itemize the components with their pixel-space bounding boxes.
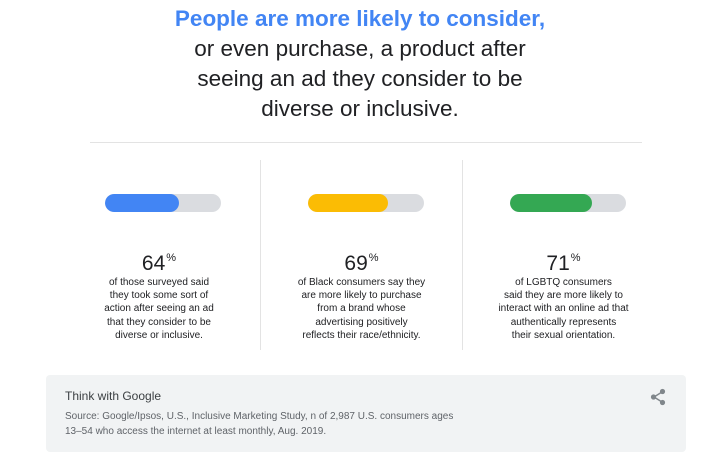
stat-description-line: are more likely to purchase bbox=[301, 290, 422, 302]
source-line: Source: Google/Ipsos, U.S., Inclusive Ma… bbox=[65, 411, 454, 422]
stat-percentage: 69% bbox=[261, 246, 462, 276]
stat-description-line: action after seeing an ad bbox=[104, 303, 214, 315]
stat-description-line: of Black consumers say they bbox=[297, 277, 426, 288]
progress-bar bbox=[510, 194, 626, 212]
stat-value: 69 bbox=[344, 252, 368, 275]
stat-description-line: they took some sort of bbox=[109, 290, 209, 302]
stat-value: 71 bbox=[546, 252, 570, 275]
stat-description-line: of those surveyed said bbox=[108, 277, 210, 288]
headline-line: seeing an ad they consider to be bbox=[197, 66, 523, 91]
stats-row: 64% of those surveyed said they took som… bbox=[58, 160, 664, 350]
stat-description: of those surveyed said they took some so… bbox=[58, 276, 260, 342]
stat-description-line: interact with an online ad that bbox=[498, 303, 629, 315]
stat-card: 64% of those surveyed said they took som… bbox=[58, 160, 260, 350]
stat-description: of Black consumers say they are more lik… bbox=[261, 276, 462, 342]
progress-bar-fill bbox=[308, 194, 389, 212]
stat-unit: % bbox=[368, 252, 379, 264]
headline-line: or even purchase, a product after bbox=[194, 36, 526, 61]
stat-value: 64 bbox=[141, 252, 166, 275]
stat-percentage: 64% bbox=[58, 246, 260, 276]
brand-name: Think with Google bbox=[65, 389, 162, 403]
progress-bar-fill bbox=[105, 194, 180, 212]
headline-highlight: People are more likely to consider, bbox=[174, 6, 546, 31]
stat-unit: % bbox=[166, 252, 177, 264]
stat-card: 69% of Black consumers say they are more… bbox=[260, 160, 462, 350]
stat-description-line: said they are more likely to bbox=[504, 290, 623, 302]
stat-description-line: that they consider to be bbox=[107, 316, 211, 328]
stat-description-line: from a brand whose bbox=[317, 303, 406, 315]
stat-description-line: diverse or inclusive. bbox=[115, 329, 203, 341]
stat-description-line: advertising positively bbox=[315, 316, 408, 328]
source-line: 13–54 who access the internet at least m… bbox=[65, 426, 327, 437]
share-icon bbox=[650, 388, 666, 406]
stat-description: of LGBTQ consumers said they are more li… bbox=[463, 276, 664, 342]
headline: People are more likely to consider, or e… bbox=[0, 4, 720, 124]
stat-description-line: reflects their race/ethnicity. bbox=[302, 329, 421, 341]
stat-description-line: of LGBTQ consumers bbox=[515, 277, 612, 288]
source-citation: Source: Google/Ipsos, U.S., Inclusive Ma… bbox=[65, 409, 535, 439]
stat-unit: % bbox=[570, 252, 581, 264]
headline-line: diverse or inclusive. bbox=[261, 96, 459, 121]
stat-description-line: their sexual orientation. bbox=[511, 329, 616, 341]
stat-card: 71% of LGBTQ consumers said they are mor… bbox=[462, 160, 664, 350]
share-button[interactable] bbox=[648, 387, 668, 407]
source-footer: Think with Google Source: Google/Ipsos, … bbox=[46, 375, 686, 452]
stat-percentage: 71% bbox=[463, 246, 664, 276]
section-divider bbox=[90, 142, 642, 143]
progress-bar bbox=[105, 194, 221, 212]
stat-description-line: authentically represents bbox=[510, 316, 617, 328]
progress-bar-fill bbox=[510, 194, 593, 212]
progress-bar bbox=[308, 194, 424, 212]
